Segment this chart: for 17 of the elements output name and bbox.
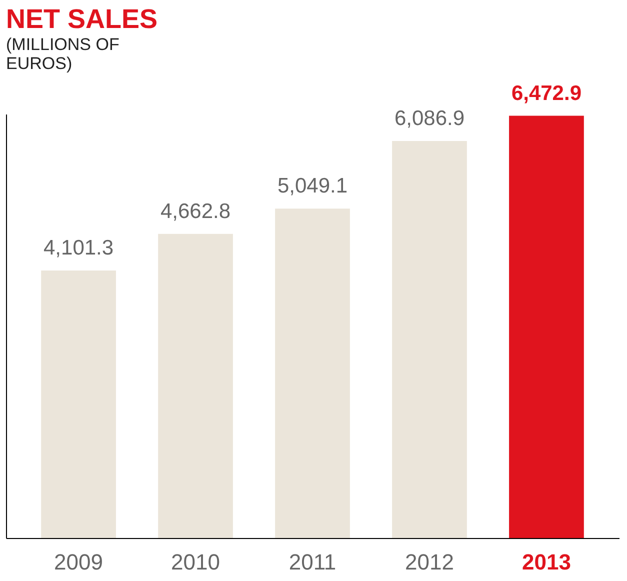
data-label: 6,086.9 [394,106,465,130]
data-label: 6,472.9 [511,82,582,105]
data-label: 4,101.3 [43,236,114,260]
bar [158,234,233,538]
bar [275,208,350,538]
x-tick-label: 2009 [54,550,104,574]
x-tick-label: 2010 [171,550,220,574]
bar [509,116,584,538]
data-label: 5,049.1 [277,174,348,198]
bar [41,270,116,538]
x-tick-label: 2011 [288,550,336,574]
chart-title: NET SALES [6,4,158,34]
x-tick-label: 2012 [405,550,454,574]
x-tick-label: 2013 [522,550,571,574]
chart-subtitle: (MILLIONS OF EUROS) [6,34,120,73]
data-label: 4,662.8 [160,200,231,223]
bar [392,140,467,538]
